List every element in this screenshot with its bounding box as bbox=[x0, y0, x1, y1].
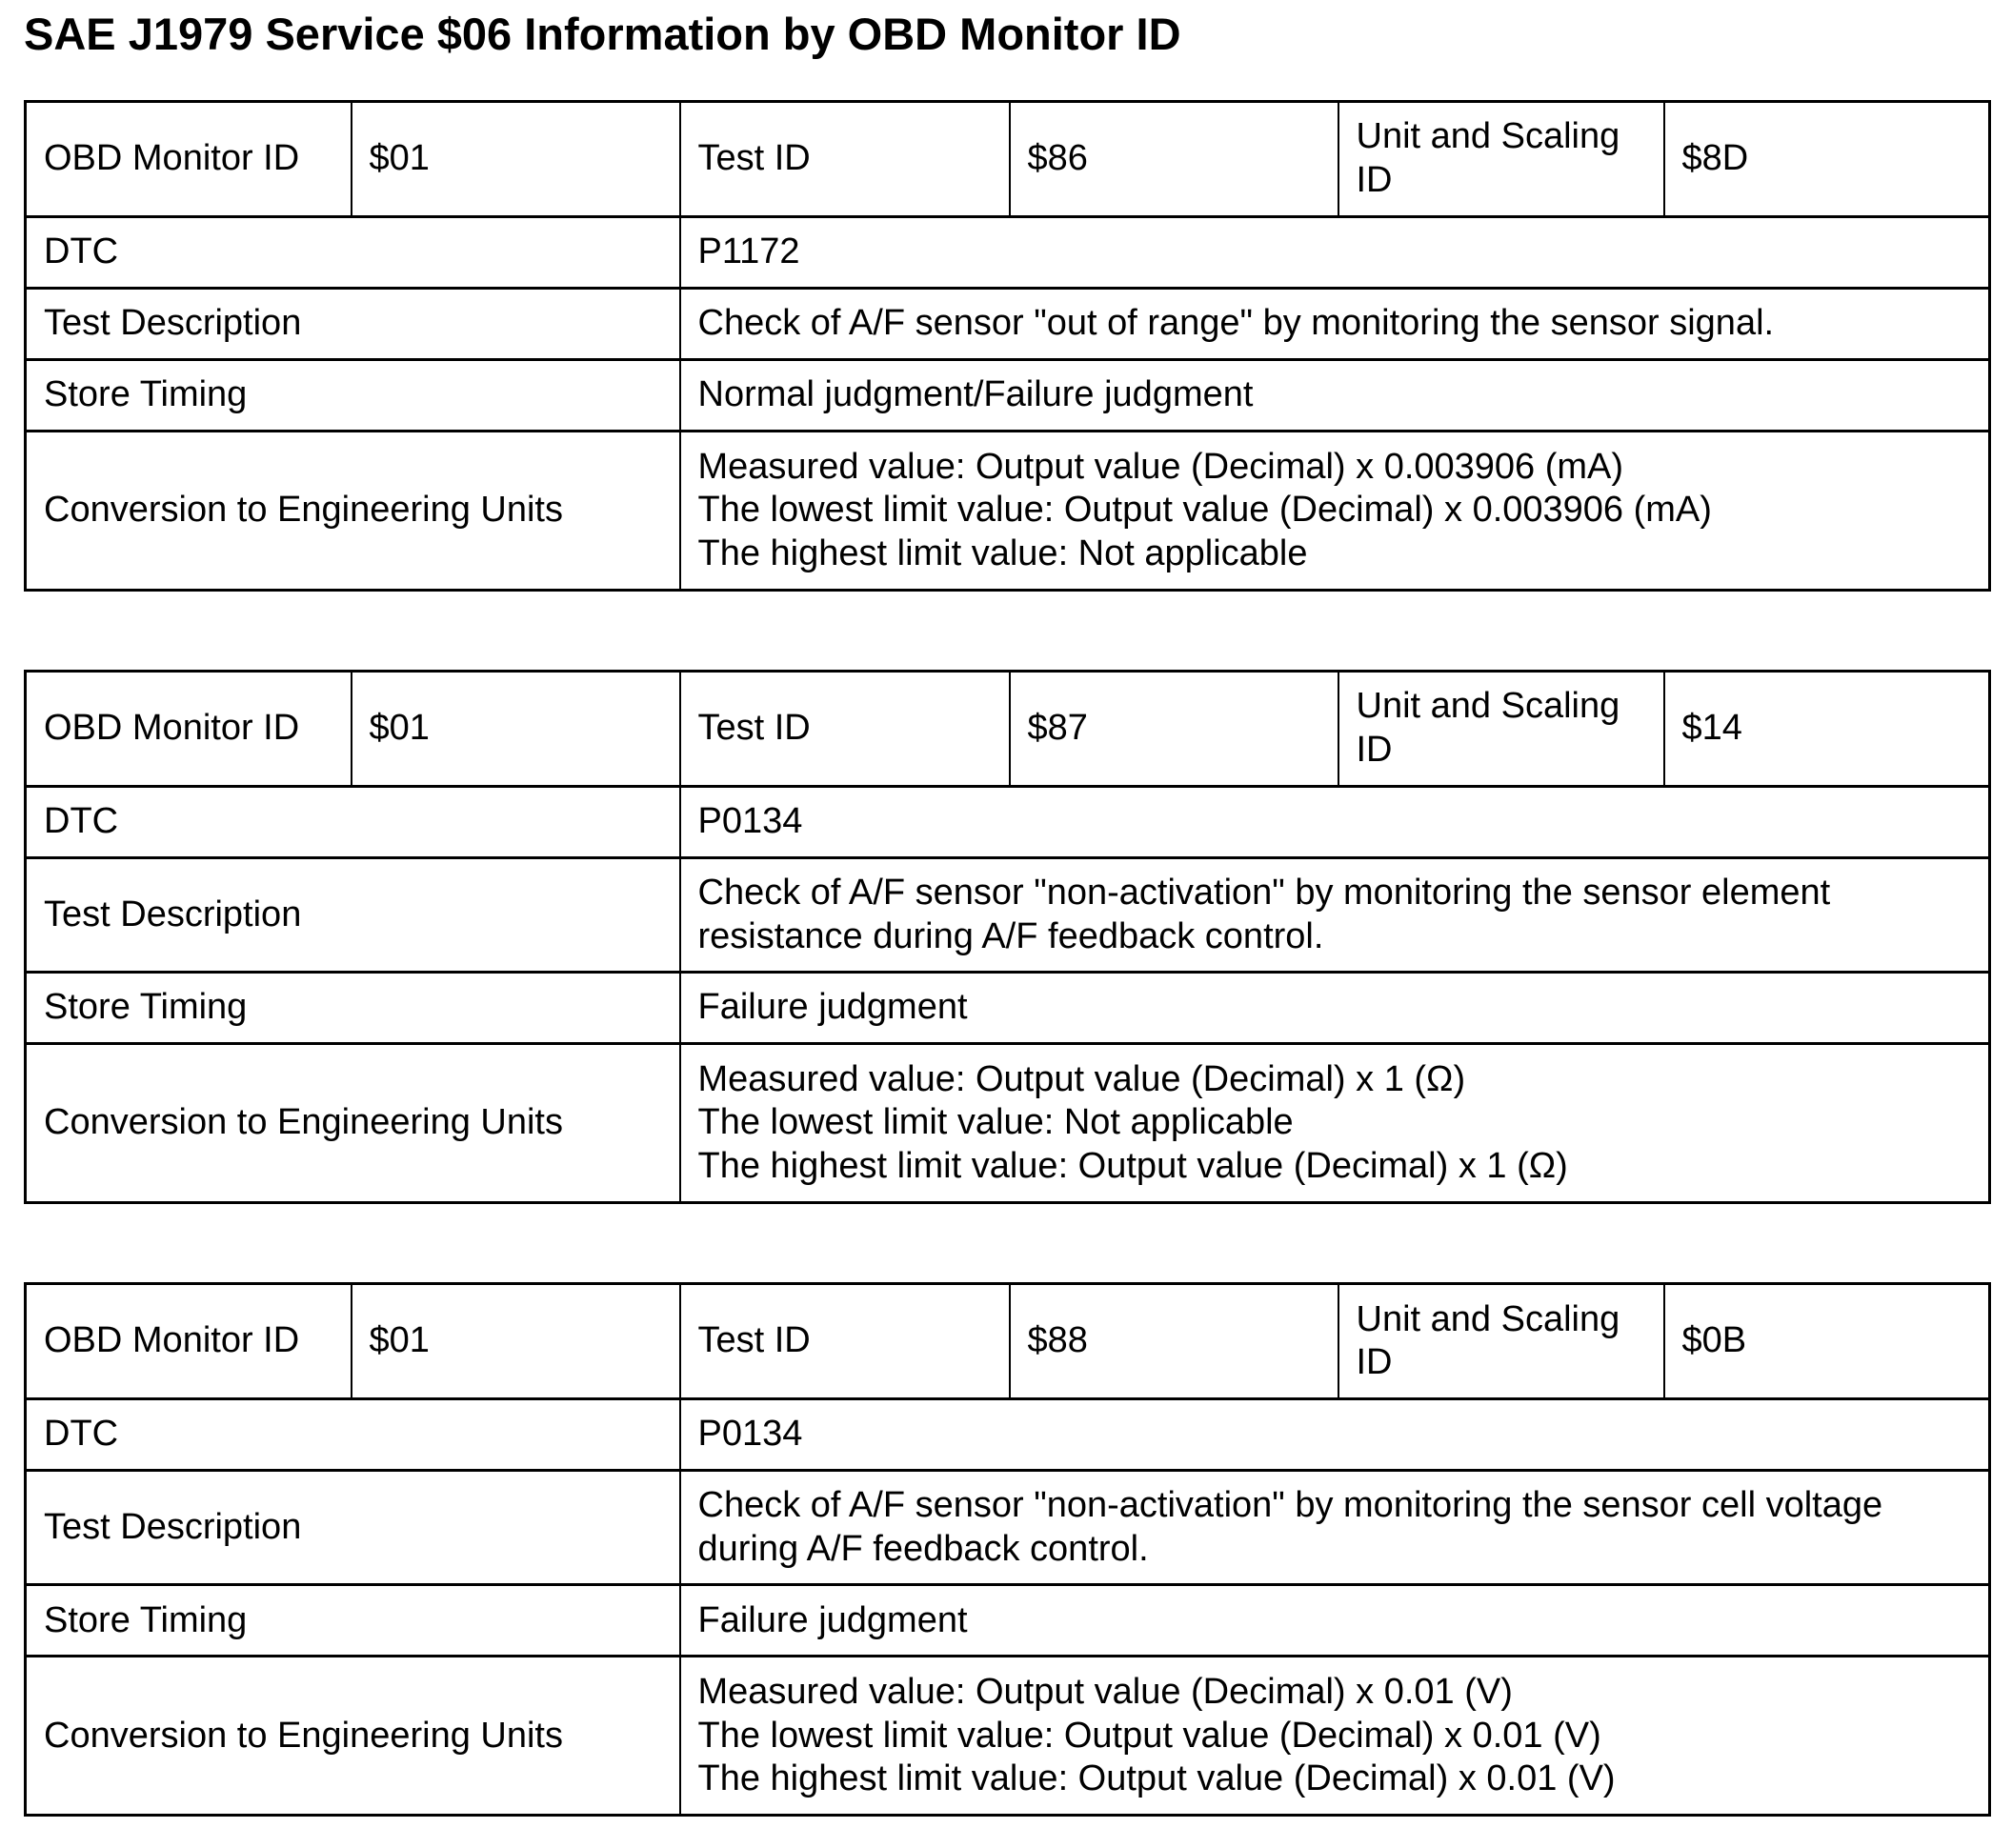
test-description-label: Test Description bbox=[24, 287, 681, 361]
unit-scaling-id-label: Unit and Scaling ID bbox=[1337, 100, 1665, 218]
dtc-label: DTC bbox=[24, 215, 681, 290]
table-row: DTC P1172 bbox=[24, 215, 1991, 290]
unit-scaling-id-label: Unit and Scaling ID bbox=[1337, 1282, 1665, 1401]
table-row: Test Description Check of A/F sensor "no… bbox=[24, 855, 1991, 974]
conversion-label: Conversion to Engineering Units bbox=[24, 1655, 681, 1818]
table-row: DTC P0134 bbox=[24, 785, 1991, 859]
conversion-highest-limit: The highest limit value: Not applicable bbox=[697, 532, 1308, 573]
store-timing-value: Normal judgment/Failure judgment bbox=[678, 358, 1991, 432]
test-id-value: $87 bbox=[1008, 670, 1339, 788]
table-row: OBD Monitor ID $01 Test ID $86 Unit and … bbox=[24, 100, 1991, 218]
unit-scaling-id-value: $0B bbox=[1662, 1282, 1991, 1401]
table-row: DTC P0134 bbox=[24, 1397, 1991, 1473]
test-description-label: Test Description bbox=[24, 855, 681, 974]
table-row: Conversion to Engineering Units Measured… bbox=[24, 1655, 1991, 1818]
table-row: Conversion to Engineering Units Measured… bbox=[24, 430, 1991, 592]
test-id-label: Test ID bbox=[678, 670, 1011, 788]
test-description-value: Check of A/F sensor "non-activation" by … bbox=[678, 855, 1991, 974]
dtc-value: P0134 bbox=[678, 785, 1991, 859]
conversion-lowest-limit: The lowest limit value: Output value (De… bbox=[697, 490, 1712, 531]
table-row: Conversion to Engineering Units Measured… bbox=[24, 1042, 1991, 1205]
dtc-value: P0134 bbox=[678, 1397, 1991, 1473]
table-row: Test Description Check of A/F sensor "ou… bbox=[24, 287, 1991, 361]
conversion-label: Conversion to Engineering Units bbox=[24, 430, 681, 592]
store-timing-value: Failure judgment bbox=[678, 1583, 1991, 1658]
obd-monitor-id-label: OBD Monitor ID bbox=[24, 670, 352, 788]
unit-scaling-id-value: $8D bbox=[1662, 100, 1991, 218]
table-row: OBD Monitor ID $01 Test ID $87 Unit and … bbox=[24, 670, 1991, 788]
test-id-value: $88 bbox=[1008, 1282, 1339, 1401]
test-description-value: Check of A/F sensor "out of range" by mo… bbox=[678, 287, 1991, 361]
obd-monitor-id-value: $01 bbox=[350, 100, 681, 218]
obd-monitor-table-3: OBD Monitor ID $01 Test ID $88 Unit and … bbox=[24, 1282, 1991, 1818]
conversion-value: Measured value: Output value (Decimal) x… bbox=[678, 430, 1991, 592]
store-timing-value: Failure judgment bbox=[678, 971, 1991, 1046]
conversion-measured-value: Measured value: Output value (Decimal) x… bbox=[697, 446, 1624, 487]
store-timing-label: Store Timing bbox=[24, 971, 681, 1046]
obd-monitor-table-2: OBD Monitor ID $01 Test ID $87 Unit and … bbox=[24, 670, 1991, 1205]
test-description-value: Check of A/F sensor "non-activation" by … bbox=[678, 1469, 1991, 1587]
obd-monitor-id-value: $01 bbox=[350, 670, 681, 788]
table-row: OBD Monitor ID $01 Test ID $88 Unit and … bbox=[24, 1282, 1991, 1401]
store-timing-label: Store Timing bbox=[24, 358, 681, 432]
table-row: Store Timing Failure judgment bbox=[24, 971, 1991, 1046]
dtc-label: DTC bbox=[24, 785, 681, 859]
obd-monitor-id-value: $01 bbox=[350, 1282, 681, 1401]
test-id-value: $86 bbox=[1008, 100, 1339, 218]
obd-monitor-id-label: OBD Monitor ID bbox=[24, 100, 352, 218]
table-row: Store Timing Failure judgment bbox=[24, 1583, 1991, 1658]
store-timing-label: Store Timing bbox=[24, 1583, 681, 1658]
table-row: Test Description Check of A/F sensor "no… bbox=[24, 1469, 1991, 1587]
unit-scaling-id-label: Unit and Scaling ID bbox=[1337, 670, 1665, 788]
conversion-highest-limit: The highest limit value: Output value (D… bbox=[697, 1758, 1616, 1799]
obd-monitor-table-1: OBD Monitor ID $01 Test ID $86 Unit and … bbox=[24, 100, 1991, 592]
dtc-value: P1172 bbox=[678, 215, 1991, 290]
conversion-value: Measured value: Output value (Decimal) x… bbox=[678, 1042, 1991, 1205]
conversion-value: Measured value: Output value (Decimal) x… bbox=[678, 1655, 1991, 1818]
conversion-measured-value: Measured value: Output value (Decimal) x… bbox=[697, 1058, 1466, 1099]
test-id-label: Test ID bbox=[678, 100, 1011, 218]
dtc-label: DTC bbox=[24, 1397, 681, 1473]
obd-monitor-id-label: OBD Monitor ID bbox=[24, 1282, 352, 1401]
page-title: SAE J1979 Service $06 Information by OBD… bbox=[24, 9, 1181, 59]
test-id-label: Test ID bbox=[678, 1282, 1011, 1401]
conversion-label: Conversion to Engineering Units bbox=[24, 1042, 681, 1205]
conversion-lowest-limit: The lowest limit value: Not applicable bbox=[697, 1102, 1294, 1143]
conversion-highest-limit: The highest limit value: Output value (D… bbox=[697, 1145, 1568, 1186]
unit-scaling-id-value: $14 bbox=[1662, 670, 1991, 788]
conversion-measured-value: Measured value: Output value (Decimal) x… bbox=[697, 1671, 1513, 1712]
conversion-lowest-limit: The lowest limit value: Output value (De… bbox=[697, 1715, 1601, 1756]
test-description-label: Test Description bbox=[24, 1469, 681, 1587]
table-row: Store Timing Normal judgment/Failure jud… bbox=[24, 358, 1991, 432]
